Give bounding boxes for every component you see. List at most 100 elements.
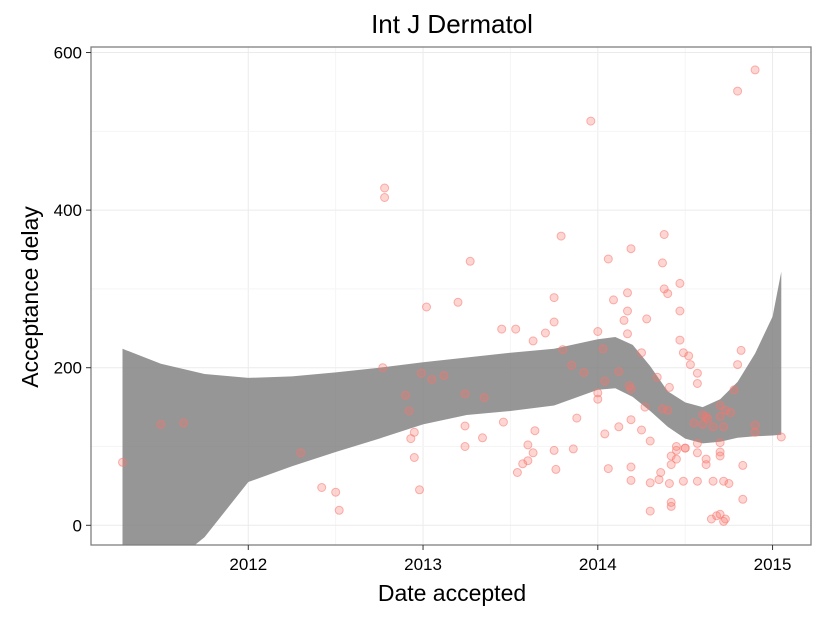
data-point xyxy=(692,448,702,458)
data-point xyxy=(701,460,711,470)
data-point xyxy=(689,418,699,428)
data-point xyxy=(619,315,629,325)
x-axis-label: Date accepted xyxy=(378,580,526,606)
data-point xyxy=(609,295,618,305)
confidence-band-layer xyxy=(122,271,782,545)
y-tick-label: 400 xyxy=(54,201,82,220)
data-point xyxy=(750,427,760,437)
y-axis: 0 200 400 600 xyxy=(54,44,91,535)
data-point xyxy=(719,476,729,486)
data-point xyxy=(567,360,577,370)
data-point xyxy=(600,376,610,386)
data-point xyxy=(528,448,538,458)
data-point xyxy=(530,426,540,436)
data-point xyxy=(558,345,568,355)
data-point xyxy=(603,254,613,264)
data-point xyxy=(549,293,559,303)
data-point xyxy=(708,422,718,432)
data-point xyxy=(512,468,522,477)
data-point xyxy=(664,382,674,392)
data-point xyxy=(692,476,702,486)
data-point xyxy=(680,443,690,453)
data-point xyxy=(579,367,589,377)
data-point xyxy=(645,478,655,488)
data-point xyxy=(427,375,437,384)
data-point xyxy=(401,390,411,400)
data-point xyxy=(733,86,743,96)
data-point xyxy=(645,436,655,446)
chart-title: Int J Dermatol xyxy=(371,9,533,39)
data-point xyxy=(626,384,636,394)
data-point xyxy=(572,413,582,423)
data-point xyxy=(549,317,559,327)
data-point xyxy=(334,505,344,515)
data-point xyxy=(675,306,685,316)
data-point xyxy=(675,335,685,345)
data-point xyxy=(692,438,702,448)
y-tick-label: 0 xyxy=(73,516,82,535)
panel-border xyxy=(90,46,812,546)
data-point xyxy=(637,348,646,358)
data-point xyxy=(706,514,716,524)
data-point xyxy=(422,302,431,312)
data-point xyxy=(750,420,760,430)
data-point xyxy=(666,451,676,461)
data-point xyxy=(642,314,652,324)
data-point xyxy=(453,297,463,307)
data-point xyxy=(380,193,390,202)
data-point xyxy=(593,327,603,336)
data-point xyxy=(523,440,533,450)
data-point xyxy=(626,244,636,254)
data-point xyxy=(645,506,655,516)
x-axis: 2012 2013 2014 2015 xyxy=(229,545,791,574)
data-point xyxy=(156,419,166,429)
data-point xyxy=(663,289,673,299)
data-point xyxy=(614,422,624,432)
data-point xyxy=(603,464,613,474)
data-point xyxy=(678,476,688,486)
data-point xyxy=(556,231,566,241)
data-point xyxy=(692,379,702,388)
data-point xyxy=(733,360,743,370)
data-point xyxy=(551,464,561,474)
data-point xyxy=(640,402,650,412)
scatter-points xyxy=(118,65,786,526)
data-point xyxy=(623,306,632,316)
data-point xyxy=(465,256,475,266)
data-point xyxy=(720,514,730,524)
data-point xyxy=(776,432,786,442)
data-point xyxy=(726,408,736,418)
data-point xyxy=(729,385,739,395)
data-point xyxy=(626,475,636,485)
data-point xyxy=(703,414,713,424)
data-point xyxy=(409,453,419,462)
data-point xyxy=(317,483,327,492)
data-point xyxy=(623,329,632,339)
data-point xyxy=(179,418,189,428)
x-tick-label: 2015 xyxy=(754,555,792,574)
data-point xyxy=(715,438,725,448)
data-point xyxy=(698,419,708,429)
data-point xyxy=(654,475,664,485)
data-point xyxy=(549,445,559,455)
data-point xyxy=(623,288,632,298)
data-point xyxy=(518,459,528,469)
y-tick-label: 200 xyxy=(54,359,82,378)
data-point xyxy=(656,468,666,477)
data-point xyxy=(663,405,673,415)
confidence-band xyxy=(122,271,782,545)
data-point xyxy=(719,422,729,432)
data-point xyxy=(296,448,306,458)
data-point xyxy=(652,372,662,382)
data-point xyxy=(409,427,419,437)
data-point xyxy=(736,345,746,355)
data-point xyxy=(378,363,388,373)
data-point xyxy=(715,412,725,422)
data-point xyxy=(118,457,127,467)
data-point xyxy=(568,444,578,454)
data-point xyxy=(460,389,470,399)
data-point xyxy=(715,451,725,461)
data-point xyxy=(439,371,449,381)
